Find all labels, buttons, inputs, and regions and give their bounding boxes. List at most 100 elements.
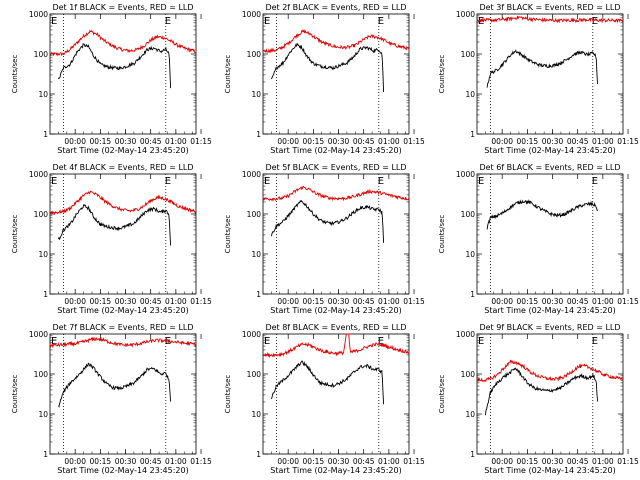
panel-title: Det 1f BLACK = Events, RED = LLD	[52, 3, 193, 12]
x-tick-label: 00:45	[567, 137, 589, 146]
y-tick-label: 1000	[242, 330, 261, 339]
eclipse-start-flag: E	[264, 336, 270, 347]
x-tick-label: 01:00	[165, 457, 187, 466]
x-tick-label: 00:30	[115, 457, 137, 466]
y-tick-label: 1000	[29, 10, 48, 19]
x-tick-label: 00:15	[303, 137, 325, 146]
series-line-events	[57, 204, 172, 246]
x-tick-label: 00:15	[517, 457, 539, 466]
series-line-lld	[49, 190, 197, 216]
series-line-events	[270, 42, 385, 93]
x-tick-label: 00:45	[353, 297, 375, 306]
x-tick-label: 01:15	[190, 457, 212, 466]
y-tick-label: 100	[34, 370, 49, 379]
panel-det-9f: Det 9f BLACK = Events, RED = LLD 1 10 100 10…	[438, 323, 639, 475]
x-tick-label: 00:45	[567, 457, 589, 466]
y-axis-label: Counts/sec	[11, 215, 19, 254]
x-tick-label: 01:00	[378, 297, 400, 306]
x-tick-label: 01:00	[592, 297, 614, 306]
y-tick-label: 100	[247, 370, 262, 379]
eclipse-start-flag: E	[478, 336, 484, 347]
eclipse-start-flag: E	[478, 176, 484, 187]
eclipse-end-flag: E	[165, 16, 171, 27]
y-tick-label: 10	[38, 250, 48, 259]
x-tick-label: 00:45	[140, 457, 162, 466]
x-tick-label: 00:30	[328, 137, 350, 146]
eclipse-end-flag: E	[378, 336, 384, 347]
x-tick-label: 00:30	[115, 297, 137, 306]
x-tick-label: 00:00	[64, 297, 86, 306]
x-tick-label: 00:30	[542, 137, 564, 146]
plot-frame	[476, 13, 624, 135]
panel-title: Det 3f BLACK = Events, RED = LLD	[479, 3, 620, 12]
x-tick-label: 01:15	[403, 297, 425, 306]
plot-frame	[476, 333, 624, 455]
panel-det-6f: Det 6f BLACK = Events, RED = LLD 1 10 100 10…	[438, 163, 639, 315]
x-axis-label: Start Time (02-May-14 23:45:20)	[57, 466, 188, 475]
y-tick-label: 1000	[29, 170, 48, 179]
x-tick-label: 00:45	[567, 297, 589, 306]
x-tick-label: 01:15	[403, 137, 425, 146]
x-tick-label: 00:45	[140, 297, 162, 306]
x-tick-label: 00:15	[90, 297, 112, 306]
series-line-events	[270, 199, 385, 243]
x-tick-label: 01:00	[165, 297, 187, 306]
x-tick-label: 00:45	[353, 137, 375, 146]
x-axis-label: Start Time (02-May-14 23:45:20)	[484, 466, 615, 475]
panel-title: Det 7f BLACK = Events, RED = LLD	[52, 323, 193, 332]
series-line-lld	[49, 336, 197, 349]
x-tick-label: 01:00	[165, 137, 187, 146]
x-tick-label: 00:00	[491, 297, 513, 306]
eclipse-start-flag: E	[51, 176, 57, 187]
x-tick-label: 01:00	[378, 137, 400, 146]
series-line-lld	[476, 359, 624, 383]
panel-title: Det 8f BLACK = Events, RED = LLD	[265, 323, 406, 332]
x-axis-label: Start Time (02-May-14 23:45:20)	[270, 306, 401, 315]
x-tick-label: 00:15	[90, 457, 112, 466]
x-tick-label: 00:00	[491, 457, 513, 466]
panel-det-8f: Det 8f BLACK = Events, RED = LLD 1 10 100 10…	[224, 323, 425, 475]
y-tick-label: 100	[34, 210, 49, 219]
x-axis-label: Start Time (02-May-14 23:45:20)	[484, 306, 615, 315]
x-axis-label: Start Time (02-May-14 23:45:20)	[57, 146, 188, 155]
series-line-lld	[262, 185, 410, 202]
x-tick-label: 01:00	[592, 457, 614, 466]
x-tick-label: 01:00	[592, 137, 614, 146]
eclipse-end-flag: E	[592, 176, 598, 187]
y-axis-label: Counts/sec	[11, 55, 19, 94]
series-line-events	[58, 362, 172, 408]
x-tick-label: 00:15	[517, 297, 539, 306]
x-tick-label: 00:15	[517, 137, 539, 146]
x-tick-label: 00:30	[328, 297, 350, 306]
y-tick-label: 10	[38, 410, 48, 419]
y-tick-label: 100	[247, 210, 262, 219]
y-tick-label: 100	[461, 370, 476, 379]
eclipse-start-flag: E	[51, 16, 57, 27]
x-tick-label: 01:15	[617, 137, 639, 146]
eclipse-end-flag: E	[592, 16, 598, 27]
panel-title: Det 9f BLACK = Events, RED = LLD	[479, 323, 620, 332]
x-tick-label: 00:00	[491, 137, 513, 146]
series-line-lld	[262, 29, 410, 54]
series-line-events	[486, 199, 598, 230]
x-tick-label: 00:00	[277, 457, 299, 466]
y-tick-label: 1	[43, 130, 48, 139]
y-tick-label: 1000	[242, 10, 261, 19]
x-axis-label: Start Time (02-May-14 23:45:20)	[270, 146, 401, 155]
plot-frame	[49, 13, 197, 135]
series-line-events	[486, 49, 598, 88]
y-tick-label: 1	[470, 130, 475, 139]
y-axis-label: Counts/sec	[224, 215, 232, 254]
x-tick-label: 00:30	[542, 297, 564, 306]
x-tick-label: 00:30	[542, 457, 564, 466]
plot-frame	[49, 333, 197, 455]
x-axis-label: Start Time (02-May-14 23:45:20)	[270, 466, 401, 475]
y-tick-label: 1	[256, 450, 261, 459]
x-tick-label: 01:15	[617, 297, 639, 306]
y-tick-label: 1	[470, 290, 475, 299]
x-tick-label: 01:15	[190, 137, 212, 146]
eclipse-start-flag: E	[478, 16, 484, 27]
y-tick-label: 1	[256, 130, 261, 139]
x-tick-label: 00:30	[328, 457, 350, 466]
